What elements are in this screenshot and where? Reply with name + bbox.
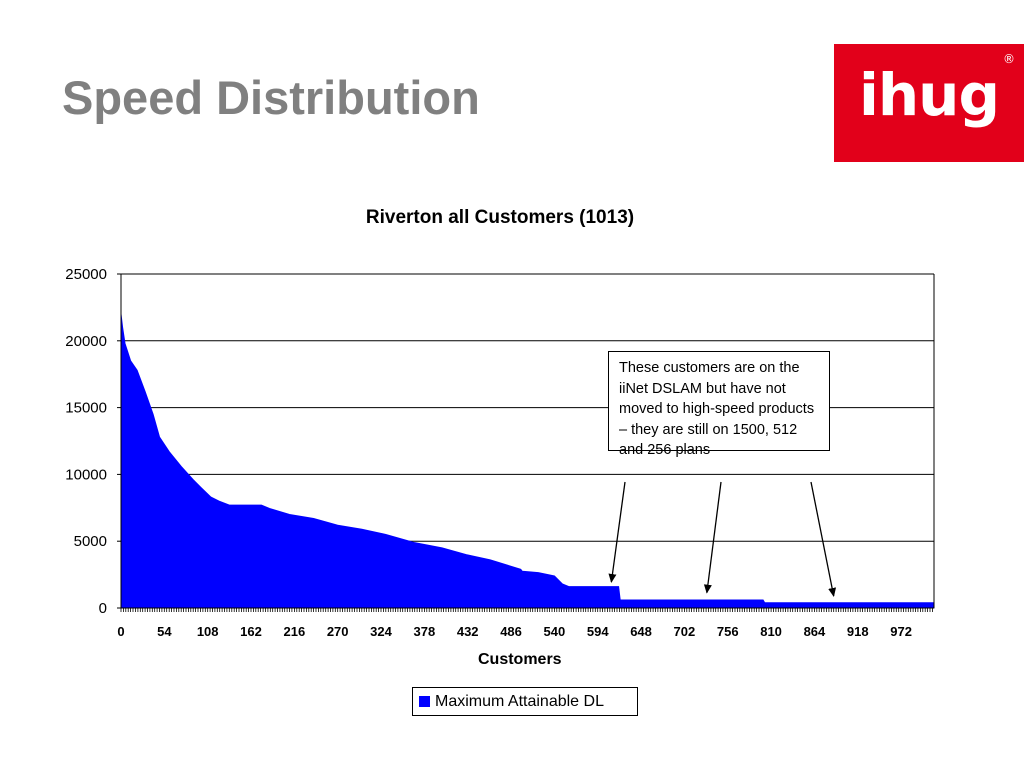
x-tick-label-270: 270 (327, 624, 349, 639)
ihug-logo: ihug ® (834, 44, 1024, 162)
annotation-callout: These customers are on the iiNet DSLAM b… (608, 351, 830, 458)
data-area (120, 314, 935, 609)
legend-swatch (419, 696, 430, 707)
callout-arrow-3 (810, 481, 837, 597)
x-tick-label-756: 756 (717, 624, 739, 639)
x-tick-label-108: 108 (197, 624, 219, 639)
y-tick-label-0: 0 (99, 600, 107, 617)
x-tick-label-864: 864 (804, 624, 826, 639)
x-tick-label-648: 648 (630, 624, 652, 639)
y-tick-label-15000: 15000 (65, 400, 107, 417)
x-tick-label-702: 702 (674, 624, 696, 639)
x-tick-label-324: 324 (370, 624, 392, 639)
callout-arrow-1 (608, 481, 626, 583)
x-tick-label-162: 162 (240, 624, 262, 639)
x-tick-label-216: 216 (284, 624, 306, 639)
registered-mark: ® (1003, 52, 1015, 66)
y-tick-label-25000: 25000 (65, 266, 107, 283)
x-tick-label-432: 432 (457, 624, 479, 639)
x-tick-label-378: 378 (414, 624, 436, 639)
callout-arrows (608, 481, 837, 597)
y-tick-label-5000: 5000 (74, 533, 107, 550)
callout-arrow-2 (703, 481, 722, 594)
y-tick-label-10000: 10000 (65, 466, 107, 483)
x-tick-label-486: 486 (500, 624, 522, 639)
x-tick-label-972: 972 (890, 624, 912, 639)
y-tick-label-20000: 20000 (65, 333, 107, 350)
legend-label: Maximum Attainable DL (435, 692, 604, 710)
y-tick-labels: 0 5000 10000 15000 20000 25000 (65, 266, 107, 617)
chart-legend: Maximum Attainable DL (412, 687, 638, 716)
x-tick-label-54: 54 (157, 624, 172, 639)
x-tick-label-918: 918 (847, 624, 869, 639)
x-tick-label-540: 540 (544, 624, 566, 639)
x-tick-label-810: 810 (760, 624, 782, 639)
x-axis-ticks (120, 608, 933, 612)
x-tick-labels: 0 54 108 162 216 270 324 378 432 486 540 594 648 702 7… (117, 624, 912, 639)
series-area-max-attainable-dl (120, 314, 935, 609)
axes (117, 273, 935, 612)
logo-wordmark: ihug (859, 61, 1000, 129)
x-tick-label-594: 594 (587, 624, 609, 639)
x-axis-label: Customers (478, 651, 562, 668)
x-tick-label-0: 0 (117, 624, 124, 639)
chart-title: Riverton all Customers (1013) (365, 207, 635, 228)
slide-title: Speed Distribution (62, 71, 480, 124)
